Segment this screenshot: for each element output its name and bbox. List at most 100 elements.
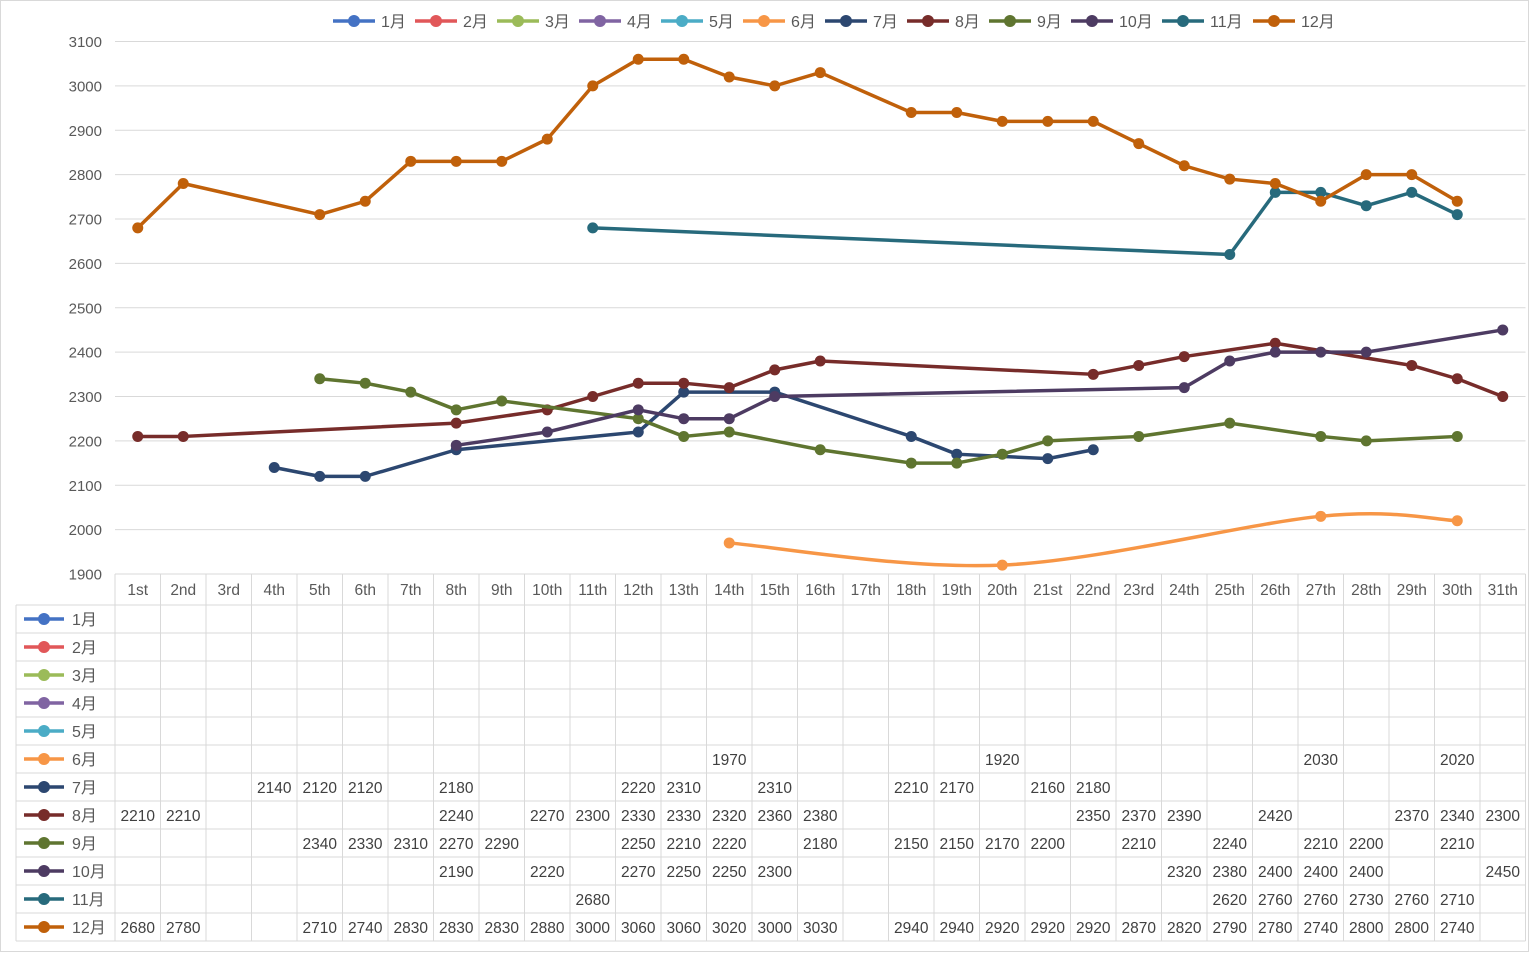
- x-tick-label: 20th: [987, 582, 1017, 599]
- series-12月-point: [632, 53, 644, 65]
- series-12月-point: [132, 222, 144, 234]
- series-12月-point: [1360, 169, 1372, 181]
- table-cell-value: 2300: [576, 808, 611, 825]
- series-10月-point: [678, 413, 690, 425]
- x-tick-label: 8th: [445, 582, 467, 599]
- series-12月-point: [905, 107, 917, 118]
- x-tick-label: 2nd: [170, 582, 196, 599]
- series-12月-point: [587, 80, 599, 92]
- series-12月-point: [1133, 138, 1145, 150]
- series-11月-point: [1269, 186, 1281, 198]
- table-cell-value: 2780: [1258, 920, 1293, 937]
- table-cell-value: 2240: [1213, 836, 1248, 853]
- series-9月-point: [405, 386, 417, 398]
- x-tick-label: 15th: [760, 582, 790, 599]
- table-cell-value: 2310: [667, 780, 702, 797]
- table-cell-value: 2180: [439, 780, 474, 797]
- series-7月-point: [1087, 444, 1099, 456]
- table-series-name: 9月: [72, 836, 97, 853]
- series-10月-point: [769, 391, 781, 402]
- table-cell-value: 2250: [621, 836, 656, 853]
- table-series-name: 8月: [72, 808, 97, 825]
- series-6月-line: [727, 512, 1459, 568]
- data-table: 1st 2nd 3rd 4th 5th 6th 7th 8th 9th 10th 11th 12th 1…: [15, 574, 1526, 942]
- series-9月-point: [814, 444, 826, 456]
- y-tick-label: 2600: [69, 256, 102, 273]
- table-cell-value: 2920: [985, 920, 1020, 937]
- series-12月-point: [1451, 195, 1463, 207]
- y-tick-label: 2100: [69, 478, 102, 495]
- table-cell-value: 2320: [712, 808, 747, 825]
- table-cell-value: 2390: [1167, 808, 1202, 825]
- x-tick-label: 17th: [851, 582, 881, 599]
- table-cell-value: 3000: [758, 920, 793, 937]
- table-cell-value: 2740: [348, 920, 383, 937]
- legend-key-marker: [840, 15, 852, 27]
- table-cell-value: 2760: [1258, 892, 1293, 909]
- series-9月-point: [723, 426, 735, 438]
- series-10月-point: [723, 413, 735, 425]
- series-11月-point: [1406, 186, 1418, 198]
- series-10月-point: [541, 426, 553, 438]
- table-series-name: 5月: [72, 724, 97, 741]
- series-8月-point: [177, 430, 189, 442]
- series-12月-point: [996, 115, 1008, 127]
- x-tick-label: 25th: [1215, 582, 1245, 599]
- x-tick-label: 27th: [1306, 582, 1336, 599]
- series-7月-point: [905, 430, 917, 442]
- series-10月-point: [1315, 346, 1327, 358]
- y-tick-label: 2800: [69, 167, 102, 184]
- series-12月-point: [723, 71, 735, 83]
- table-series-name: 4月: [72, 696, 97, 713]
- series-12月-point: [1269, 178, 1281, 189]
- y-tick-label: 2900: [69, 123, 102, 140]
- legend-item-label: 6月: [791, 14, 816, 31]
- table-legend-key-marker: [38, 641, 50, 653]
- series-12月-point: [359, 195, 371, 207]
- table-cell-value: 2290: [485, 836, 520, 853]
- table-cell-value: 2150: [940, 836, 975, 853]
- legend-key-marker: [1004, 15, 1016, 27]
- series-12月-point: [1224, 173, 1236, 185]
- series-12月-point: [1042, 115, 1054, 127]
- legend-item-label: 4月: [627, 14, 652, 31]
- table-cell-value: 2210: [121, 808, 156, 825]
- table-cell-value: 2210: [894, 780, 929, 797]
- legend-item-label: 2月: [463, 14, 488, 31]
- series-9月-point: [678, 430, 690, 442]
- x-tick-label: 4th: [263, 582, 285, 599]
- series-8月-point: [1087, 368, 1099, 380]
- y-axis: 1900 2000 2100 2200 2300 2400 2500 2600 2700 2800…: [69, 34, 102, 584]
- y-tick-label: 2400: [69, 345, 102, 362]
- table-series-name: 12月: [72, 920, 106, 937]
- table-cell-value: 2220: [712, 836, 747, 853]
- series-11月-point: [1315, 186, 1327, 198]
- table-cell-value: 2880: [530, 920, 565, 937]
- series-9月-point: [1451, 430, 1463, 442]
- table-cell-value: 2120: [303, 780, 338, 797]
- x-tick-label: 14th: [714, 582, 744, 599]
- x-tick-label: 5th: [309, 582, 331, 599]
- series-7月-point: [314, 470, 326, 482]
- table-cell-value: 2330: [667, 808, 702, 825]
- table-cell-value: 2220: [530, 864, 565, 881]
- table-cell-value: 2200: [1031, 836, 1066, 853]
- y-tick-label: 2300: [69, 389, 102, 406]
- series-10月-point: [1224, 355, 1236, 367]
- table-cell-value: 2830: [439, 920, 474, 937]
- table-cell-value: 2200: [1349, 836, 1384, 853]
- table-cell-value: 2240: [439, 808, 474, 825]
- legend-item-label: 9月: [1037, 14, 1062, 31]
- series-12月-point: [1315, 195, 1327, 207]
- series-8月-point: [450, 417, 462, 429]
- table-cell-value: 2330: [348, 836, 383, 853]
- legend-key-marker: [1268, 15, 1280, 27]
- legend-item-label: 3月: [545, 14, 570, 31]
- series-8月-point: [1133, 359, 1145, 371]
- table-cell-value: 2740: [1304, 920, 1339, 937]
- table-cell-value: 2420: [1258, 808, 1293, 825]
- series-8月-point: [1178, 351, 1190, 363]
- legend-item-label: 11月: [1210, 14, 1243, 31]
- series-9月-point: [1224, 417, 1236, 429]
- table-cell-value: 2330: [621, 808, 656, 825]
